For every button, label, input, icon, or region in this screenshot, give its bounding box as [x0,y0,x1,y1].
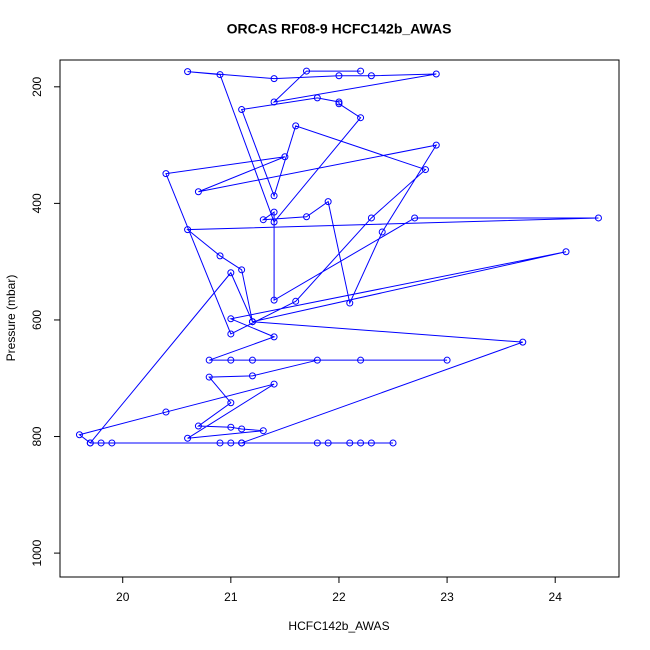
data-point [194,422,202,430]
data-point [238,106,246,114]
data-point [75,431,83,439]
x-tick-label: 22 [332,590,346,604]
data-point [367,439,375,447]
data-point [238,439,246,447]
data-point [335,100,343,108]
y-tick-label: 200 [30,76,44,96]
data-point [270,75,278,83]
data-point [346,299,354,307]
x-axis-label: HCFC142b_AWAS [288,619,389,633]
data-point [270,296,278,304]
x-tick-label: 20 [116,590,130,604]
data-point [378,228,386,236]
data-point [259,216,267,224]
data-point [346,439,354,447]
data-point [227,439,235,447]
data-point [411,214,419,222]
data-point [227,315,235,323]
data-point [270,333,278,341]
data-point [324,439,332,447]
data-point [248,356,256,364]
data-point [227,330,235,338]
data-point [97,439,105,447]
chart-title: ORCAS RF08-9 HCFC142b_AWAS [227,21,452,37]
data-point [270,218,278,226]
data-point [270,192,278,200]
data-point [184,226,192,234]
data-point [324,198,332,206]
data-point [184,68,192,76]
data-point [162,170,170,178]
data-point [270,98,278,106]
data-point [562,248,570,256]
data-point [357,67,365,75]
data-point [367,214,375,222]
data-point [205,356,213,364]
data-point [216,439,224,447]
data-point [357,114,365,122]
x-tick-label: 21 [224,590,238,604]
data-point [227,356,235,364]
y-tick-label: 600 [30,310,44,330]
data-point [432,141,440,149]
data-point [108,439,116,447]
data-point [281,153,289,161]
data-point [227,399,235,407]
data-point [248,372,256,380]
data-point [292,122,300,130]
plot-area [75,67,602,447]
data-point [443,356,451,364]
data-point [313,439,321,447]
y-tick-label: 400 [30,193,44,213]
data-point [357,356,365,364]
data-point [313,356,321,364]
data-point [227,423,235,431]
data-point [194,188,202,196]
data-point [216,252,224,260]
data-line [78,70,599,444]
y-tick-label: 800 [30,426,44,446]
data-point [205,373,213,381]
data-point [303,67,311,75]
data-point [292,297,300,305]
data-point [184,434,192,442]
plot-frame [59,59,620,578]
y-tick-label: 1000 [30,539,44,566]
data-point [86,439,94,447]
data-point [357,439,365,447]
data-point [259,427,267,435]
data-point [367,72,375,80]
data-point [421,166,429,174]
data-point [270,380,278,388]
data-point [303,213,311,221]
data-point [162,408,170,416]
data-point [238,266,246,274]
data-point [248,318,256,326]
data-point [432,70,440,78]
data-point [238,425,246,433]
x-tick-label: 23 [440,590,454,604]
data-point [389,439,397,447]
data-point [313,94,321,102]
data-point [519,338,527,346]
data-point [270,208,278,216]
data-point [216,71,224,79]
data-point [227,269,235,277]
data-point [594,214,602,222]
y-axis-label: Pressure (mbar) [4,275,18,362]
data-point [335,72,343,80]
x-tick-label: 24 [549,590,563,604]
